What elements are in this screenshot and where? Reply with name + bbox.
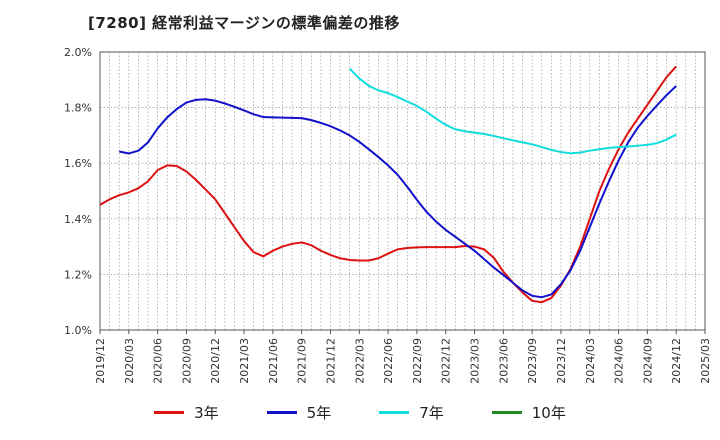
y-tick-label: 1.2% — [64, 268, 92, 281]
plot-frame — [99, 51, 706, 331]
y-tick-label: 2.0% — [64, 46, 92, 59]
series-line-5年 — [119, 85, 677, 299]
y-tick-label: 1.4% — [64, 213, 92, 226]
series-line-3年 — [99, 65, 677, 304]
legend-item: 10年 — [491, 402, 566, 423]
x-tick-label: 2023/03 — [469, 338, 482, 384]
x-tick-label: 2022/12 — [440, 338, 453, 384]
x-tick-label: 2024/09 — [641, 338, 654, 384]
x-tick-label: 2020/06 — [152, 338, 165, 384]
y-tick-label: 1.8% — [64, 102, 92, 115]
grid — [99, 52, 706, 330]
x-tick-label: 2023/06 — [497, 338, 510, 384]
x-tick-label: 2022/03 — [353, 338, 366, 384]
series-lines — [99, 65, 677, 304]
y-tick-label: 1.0% — [64, 324, 92, 337]
legend-label: 7年 — [419, 404, 444, 422]
x-tick-label: 2020/03 — [123, 338, 136, 384]
legend-item: 3年 — [154, 402, 219, 423]
y-tick-label: 1.6% — [64, 157, 92, 170]
x-tick-label: 2020/09 — [180, 338, 193, 384]
legend-swatch — [266, 411, 297, 414]
x-tick-label: 2024/06 — [613, 338, 626, 384]
x-axis: 2019/12 2020/03 2020/06 2020/09 2020/12 2021/… — [94, 330, 712, 384]
x-tick-label: 2021/03 — [238, 338, 251, 384]
legend-label: 3年 — [194, 404, 219, 422]
legend-label: 10年 — [531, 404, 566, 422]
legend-swatch — [154, 411, 185, 414]
x-tick-label: 2021/09 — [296, 338, 309, 384]
chart-title: [7280] 経常利益マージンの標準偏差の推移 — [88, 14, 400, 32]
x-tick-label: 2020/12 — [209, 338, 222, 384]
legend-label: 5年 — [306, 404, 332, 422]
legend: 3年 5年 7年 10年 — [0, 402, 720, 423]
x-tick-label: 2022/06 — [382, 338, 395, 384]
x-tick-label: 2019/12 — [94, 338, 107, 384]
x-tick-label: 2022/09 — [411, 338, 424, 384]
legend-item: 7年 — [379, 402, 444, 423]
y-axis: 1.0% 1.2% 1.4% 1.6% 1.8% 2.0% — [64, 46, 92, 337]
x-tick-label: 2025/03 — [699, 338, 712, 384]
x-tick-label: 2023/12 — [555, 338, 568, 384]
x-tick-label: 2024/03 — [584, 338, 597, 384]
legend-swatch — [491, 411, 522, 414]
x-tick-label: 2024/12 — [670, 338, 683, 384]
legend-item: 5年 — [266, 402, 332, 423]
x-tick-label: 2021/06 — [267, 338, 280, 384]
line-chart: 1.0%1.2%1.4%1.6%1.8%2.0% 2019/12 2020/03 2… — [64, 46, 712, 384]
x-tick-label: 2023/09 — [526, 338, 539, 384]
legend-swatch — [379, 411, 410, 414]
series-line-7年 — [348, 67, 677, 155]
x-tick-label: 2021/12 — [324, 338, 337, 384]
